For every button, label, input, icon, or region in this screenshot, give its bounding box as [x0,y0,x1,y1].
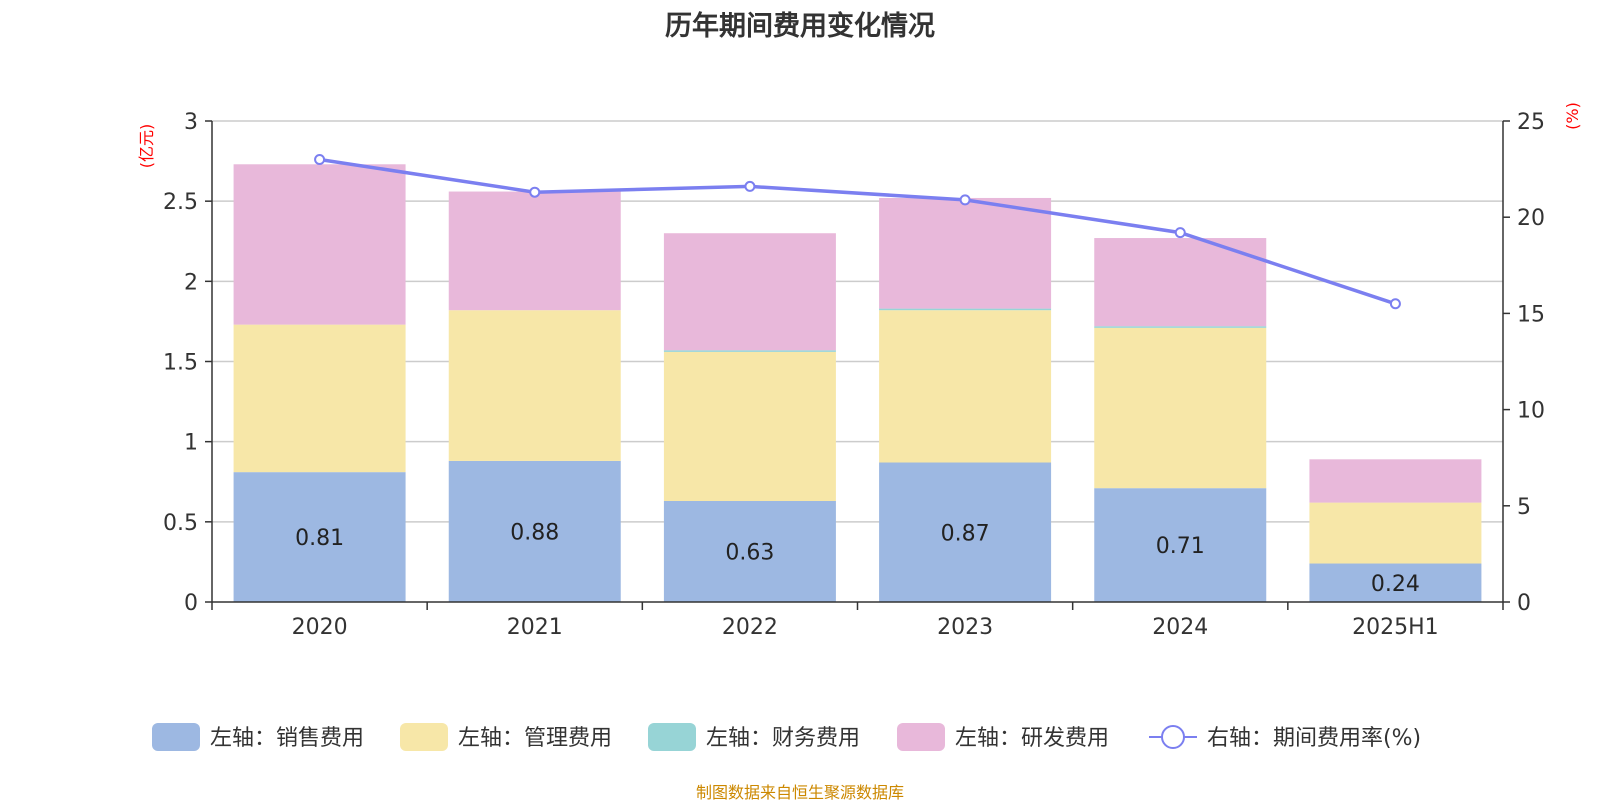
rate-point [314,153,326,165]
bar-segment-4 [233,164,406,325]
right-axis-tick-label: 5 [1517,495,1531,520]
chart-area: 0 0.5 1 1.5 2 2.5 3 0 5 10 15 20 25 2020 2021 2022 2023 2… [137,102,1582,751]
bar-segment-1 [879,462,1052,602]
rate-point [959,194,971,206]
legend-label: 左轴：研发费用 [955,726,1109,751]
bar-segment-1 [1094,488,1267,602]
legend-swatch [152,723,200,751]
legend-swatch [897,723,945,751]
left-axis-unit: (亿元) [137,124,156,169]
bar-series [233,164,1482,602]
grid-lines [212,120,1503,523]
bar-value-label: 0.88 [510,520,559,545]
source-note: 制图数据来自恒生聚源数据库 [695,783,904,802]
bar-segment-2 [233,324,406,473]
legend: 左轴：销售费用 左轴：管理费用 左轴：财务费用 左轴：研发费用 右轴：期间费用率(%) [152,723,1421,751]
x-axis-tick-label: 2022 [722,615,778,640]
left-axis-tick-label: 2 [184,270,198,295]
data-labels: 0.81 0.88 0.63 0.87 0.71 0.24 [295,520,1420,596]
bar-segment-4 [448,191,621,311]
right-axis-tick-label: 10 [1517,399,1545,424]
legend-label: 左轴：销售费用 [210,726,364,751]
chart-title: 历年期间费用变化情况 [665,11,935,42]
bar-segment-1 [1309,563,1482,602]
legend-swatch [400,723,448,751]
axes: 0 0.5 1 1.5 2 2.5 3 0 5 10 15 20 25 2020 2021 2022 2023 2… [137,102,1582,640]
bar-segment-3 [663,350,836,352]
x-axis-tick-label: 2020 [292,615,348,640]
x-axis-tick-label: 2023 [937,615,993,640]
bar-value-label: 0.63 [725,540,774,565]
bar-segment-2 [879,310,1052,463]
bar-segment-2 [663,351,836,501]
bar-segment-4 [1309,459,1482,503]
right-axis-tick-label: 25 [1517,110,1545,135]
right-axis-tick-label: 15 [1517,302,1545,327]
bar-segment-1 [663,500,836,602]
legend-swatch [648,723,696,751]
bar-value-label: 0.24 [1371,572,1420,597]
left-axis-tick-label: 1.5 [163,351,198,376]
bar-segment-4 [879,197,1052,309]
line-series [314,153,1401,310]
right-axis-unit: (%) [1563,102,1582,130]
bar-segment-1 [233,472,406,602]
bar-segment-1 [448,460,621,602]
bar-segment-2 [1094,327,1267,489]
bar-value-label: 0.71 [1156,534,1205,559]
legend-marker [1161,725,1185,749]
rate-point [1174,227,1186,239]
legend-label: 左轴：管理费用 [458,726,612,751]
rate-line [319,157,1396,306]
left-axis-tick-label: 0 [184,591,198,616]
left-axis-tick-label: 2.5 [163,190,198,215]
x-axis-tick-label: 2025H1 [1352,615,1439,640]
rate-point [744,180,756,192]
rate-point [1389,298,1401,310]
rate-point [529,186,541,198]
x-axis-tick-label: 2024 [1152,615,1208,640]
bar-segment-4 [663,233,836,351]
bar-segment-2 [1309,502,1482,564]
bar-segment-3 [879,308,1052,311]
bar-value-label: 0.81 [295,526,344,551]
legend-label: 左轴：财务费用 [706,726,860,751]
bar-segment-3 [1094,326,1267,328]
bar-value-label: 0.87 [941,521,990,546]
left-axis-tick-label: 0.5 [163,511,198,536]
x-axis-tick-label: 2021 [507,615,563,640]
legend-label: 右轴：期间费用率(%) [1207,726,1421,751]
right-axis-tick-label: 20 [1517,206,1545,231]
bar-segment-2 [448,310,621,461]
right-axis-tick-label: 0 [1517,591,1531,616]
left-axis-tick-label: 1 [184,431,198,456]
left-axis-tick-label: 3 [184,110,198,135]
